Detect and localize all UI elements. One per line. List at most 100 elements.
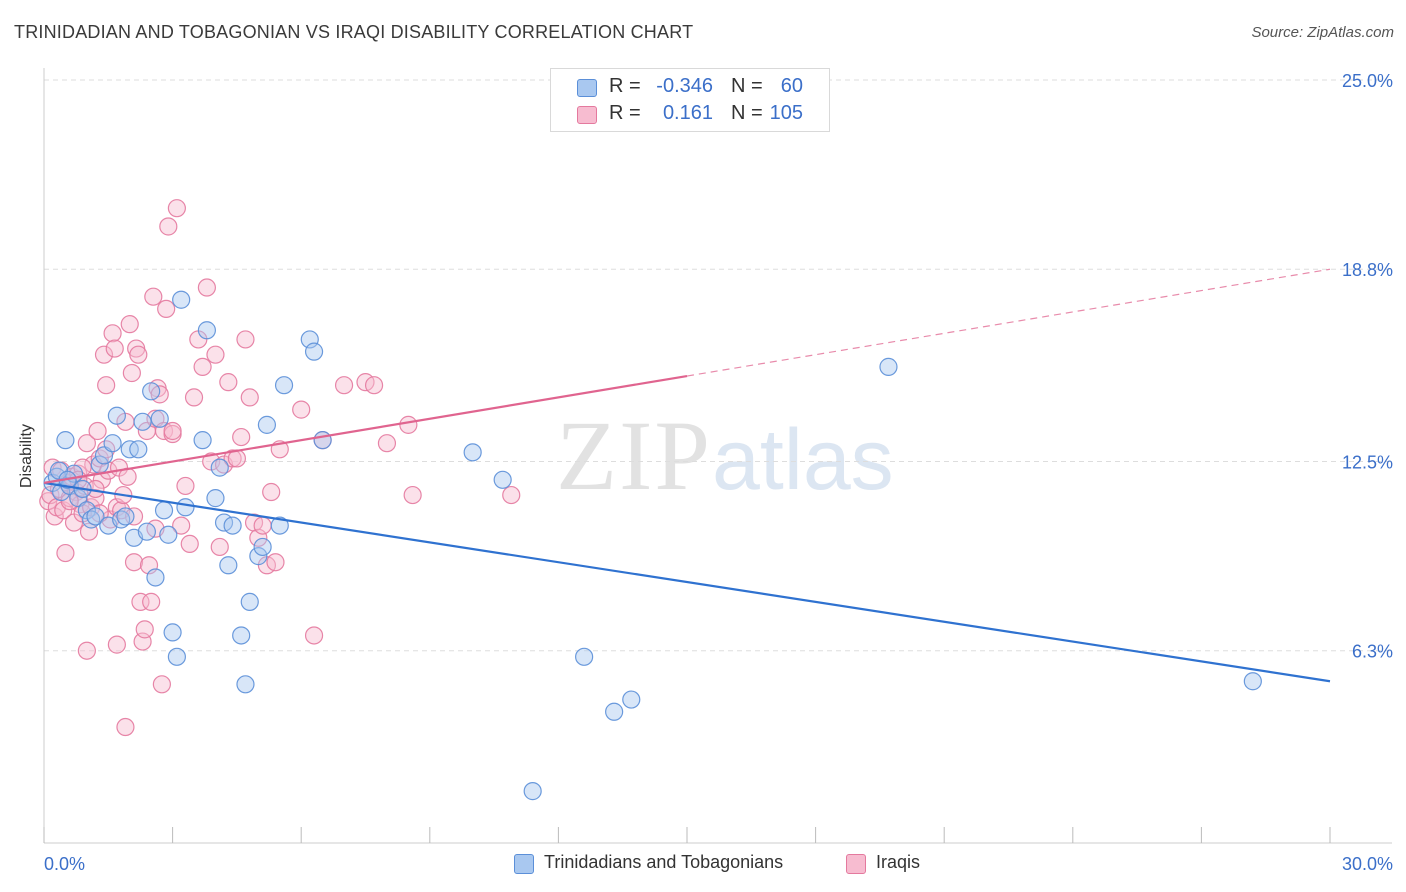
- legend-pink-swatch: [846, 854, 866, 874]
- legend-label: Iraqis: [876, 852, 921, 872]
- trinidadian-point: [523, 782, 542, 801]
- n-value: 60: [780, 75, 803, 97]
- iraqi-point: [334, 376, 354, 395]
- r-value: 0.161: [662, 102, 713, 124]
- iraqi-point: [122, 363, 141, 383]
- source-label: Source: ZipAtlas.com: [1251, 24, 1394, 41]
- iraqi-point: [304, 626, 324, 645]
- trinidadian-point: [103, 434, 122, 453]
- axes: [43, 68, 1392, 844]
- n-label: N =: [731, 75, 763, 97]
- trinidadian-point: [210, 458, 229, 477]
- trinidadian-point: [1243, 672, 1262, 691]
- blue-swatch: [577, 79, 597, 97]
- trinidadian-point: [274, 376, 294, 395]
- trinidadian-point: [605, 702, 624, 721]
- trinidadian-point: [167, 647, 186, 666]
- correlation-stats-box: R = -0.346 N = 60 R = 0.161 N = 105: [550, 68, 830, 132]
- iraqi-point: [240, 388, 259, 407]
- iraqi-point: [172, 516, 191, 535]
- trinidadian-point: [575, 647, 594, 666]
- trinidadian-point: [146, 568, 165, 587]
- iraqi-point: [129, 345, 148, 364]
- iraqi-point: [120, 315, 139, 334]
- iraqi-point: [116, 717, 135, 737]
- trinidadian-trendline-solid: [43, 481, 1331, 683]
- iraqi-point: [377, 434, 397, 453]
- trinidadian-point: [249, 547, 268, 566]
- iraqi-point: [94, 345, 114, 364]
- iraqi-point: [92, 470, 111, 489]
- iraqi-point: [193, 357, 212, 376]
- trinidadian-point: [257, 415, 277, 434]
- pink-swatch: [577, 106, 597, 124]
- iraqi-point: [124, 553, 144, 572]
- iraqi-point: [163, 421, 182, 441]
- trinidadian-point: [137, 522, 156, 541]
- trinidadian-point: [142, 382, 161, 401]
- iraqi-point: [159, 217, 178, 236]
- iraqi-point: [176, 476, 195, 496]
- iraqi-point: [253, 516, 272, 535]
- legend-blue-swatch: [514, 854, 534, 874]
- iraqi-trendline-dashed: [686, 268, 1331, 377]
- iraqi-point: [142, 592, 161, 611]
- chart-title: TRINIDADIAN AND TOBAGONIAN VS IRAQI DISA…: [14, 22, 694, 42]
- iraqi-point: [135, 620, 154, 639]
- iraqi-point: [77, 641, 96, 660]
- iraqi-point: [167, 199, 186, 218]
- trinidadian-point: [240, 592, 259, 611]
- r-label: R =: [609, 75, 641, 97]
- iraqi-point: [97, 376, 116, 395]
- trinidadian-point: [313, 431, 332, 450]
- iraqi-point: [197, 278, 216, 297]
- iraqi-point: [105, 339, 124, 358]
- tick-labels: 6.3% 12.5% 18.8% 25.0% 0.0% 30.0%: [44, 71, 1393, 874]
- iraqi-point: [223, 449, 242, 468]
- trinidadian-point: [176, 498, 195, 517]
- iraqi-point: [103, 324, 122, 343]
- trinidadian-point: [223, 516, 242, 535]
- iraqi-point: [77, 434, 96, 453]
- trinidadian-point: [236, 675, 255, 694]
- trinidadian-point: [107, 406, 126, 425]
- trinidadian-point: [133, 412, 152, 431]
- iraqi-point: [403, 485, 422, 505]
- watermark-atlas: atlas: [712, 412, 894, 508]
- trinidadian-point: [150, 409, 169, 428]
- stats-row-iraqis: R = 0.161 N = 105: [551, 100, 829, 128]
- iraqi-point: [88, 421, 107, 441]
- trinidadian-point: [154, 501, 174, 520]
- iraqi-point: [219, 373, 238, 392]
- trinidadian-point: [304, 342, 324, 361]
- grid-lines: [44, 79, 1392, 652]
- iraqi-point: [292, 400, 311, 419]
- iraqi-trendline-solid: [43, 374, 688, 484]
- x-tick-label: 0.0%: [44, 854, 85, 874]
- iraqi-point: [399, 415, 418, 434]
- trend-lines: [43, 268, 1331, 683]
- x-tick-label: 30.0%: [1342, 854, 1393, 874]
- legend-label: Trinidadians and Tobagonians: [544, 852, 784, 872]
- iraqi-point: [184, 388, 204, 407]
- stats-row-trinidadians: R = -0.346 N = 60: [551, 73, 829, 101]
- iraqi-point: [180, 534, 199, 554]
- trinidadian-point: [129, 440, 148, 459]
- n-value: 105: [769, 102, 803, 124]
- n-label: N =: [731, 102, 763, 124]
- iraqi-point: [206, 345, 225, 364]
- iraqi-point: [144, 287, 163, 306]
- trinidadian-point: [270, 516, 289, 535]
- iraqi-point: [502, 485, 521, 505]
- iraqi-point: [236, 330, 255, 349]
- trinidadian-point: [622, 690, 641, 709]
- trinidadian-point: [116, 507, 135, 526]
- r-value: -0.346: [656, 75, 713, 97]
- trinidadian-point: [172, 290, 191, 309]
- trinidadian-point: [193, 431, 212, 450]
- trinidadian-point: [493, 470, 512, 489]
- iraqis-points: [39, 199, 521, 737]
- trinidadian-point: [232, 626, 251, 645]
- trinidadian-point: [253, 537, 272, 557]
